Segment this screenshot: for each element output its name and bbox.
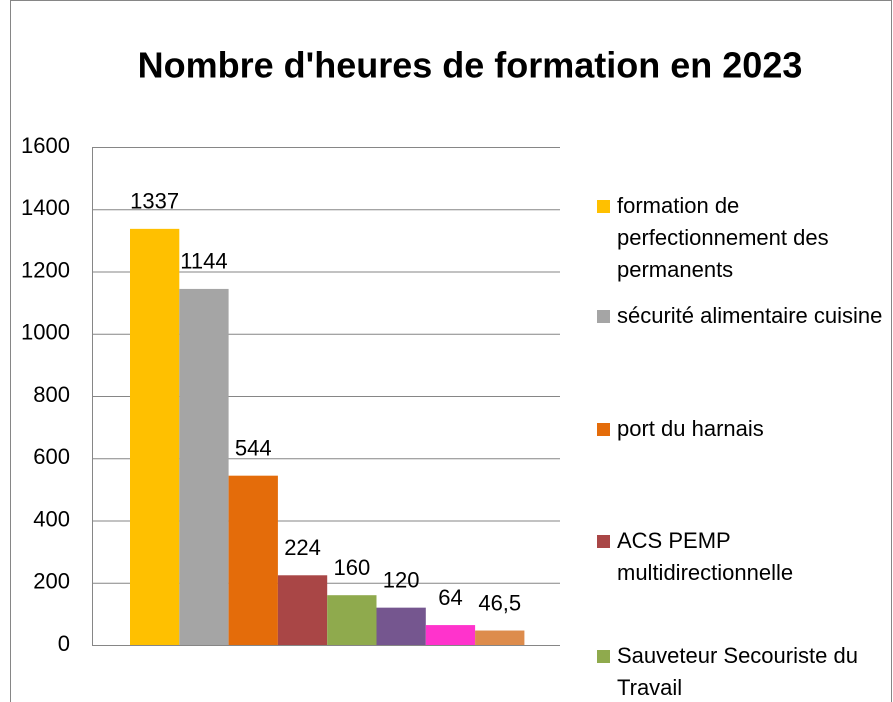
y-tick-label: 1600 <box>21 133 70 158</box>
data-label: 160 <box>333 555 370 580</box>
bar <box>475 630 525 645</box>
legend-swatch <box>597 423 610 436</box>
legend-swatch <box>597 200 610 213</box>
bar <box>179 288 229 645</box>
legend-label: formation de perfectionnement des perman… <box>617 193 829 282</box>
data-label: 1337 <box>130 189 179 214</box>
data-label: 1144 <box>180 249 227 274</box>
legend-label: sécurité alimentaire cuisine <box>617 303 883 328</box>
y-tick-label: 0 <box>58 631 70 656</box>
data-label: 64 <box>438 585 462 610</box>
y-tick-label: 1400 <box>21 195 70 220</box>
bar <box>277 575 328 645</box>
y-tick-label: 1000 <box>21 320 70 345</box>
legend-swatch <box>597 535 610 548</box>
data-label: 120 <box>383 567 420 592</box>
y-tick-label: 600 <box>33 444 70 469</box>
legend-swatch <box>597 310 610 323</box>
legend-label: Sauveteur Secouriste du Travail <box>617 643 858 700</box>
data-label: 544 <box>235 435 272 460</box>
y-tick-label: 800 <box>33 382 70 407</box>
chart-title: Nombre d'heures de formation en 2023 <box>138 45 803 86</box>
legend-swatch <box>597 650 610 663</box>
y-tick-label: 1200 <box>21 257 70 282</box>
legend-label: port du harnais <box>617 416 764 441</box>
bar <box>130 228 180 645</box>
bar <box>425 625 476 645</box>
legend-label: ACS PEMP multidirectionnelle <box>617 528 794 585</box>
y-tick-label: 400 <box>33 506 70 531</box>
bar <box>376 607 426 645</box>
bar <box>327 595 377 645</box>
y-tick-label: 200 <box>33 569 70 594</box>
chart-frame <box>10 0 892 702</box>
data-label: 224 <box>284 535 321 560</box>
data-label: 46,5 <box>478 590 521 615</box>
bar <box>228 475 278 645</box>
